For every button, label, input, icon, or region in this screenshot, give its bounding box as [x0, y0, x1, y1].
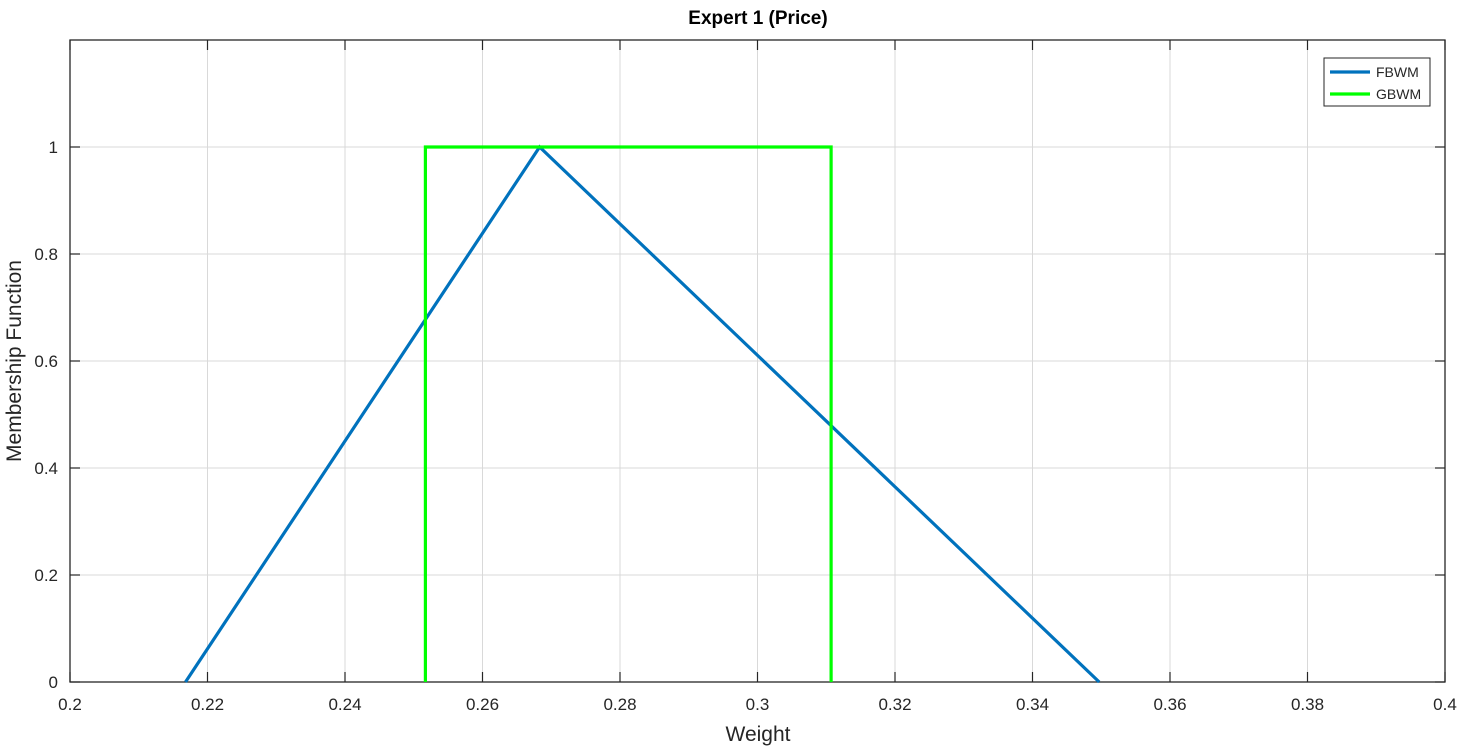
grid [70, 40, 1445, 682]
x-tick-label: 0.24 [328, 695, 361, 714]
y-tick-label: 0.4 [34, 459, 58, 478]
y-tick-label: 0.6 [34, 352, 58, 371]
legend-box [1323, 57, 1431, 107]
x-tick-label: 0.38 [1291, 695, 1324, 714]
x-tick-label: 0.2 [58, 695, 82, 714]
series-line-gbwm [423, 145, 833, 682]
legend-label: FBWM [1376, 64, 1419, 80]
chart-title: Expert 1 (Price) [688, 8, 827, 29]
y-tick-labels: 0 0.2 0.4 0.6 0.8 1 [34, 138, 58, 692]
y-axis-label: Membership Function [3, 260, 26, 462]
series-line-fbwm [184, 144, 1101, 684]
y-tick-label: 0.8 [34, 245, 58, 264]
x-tick-label: 0.22 [191, 695, 224, 714]
legend-label: GBWM [1376, 86, 1421, 102]
y-tick-label: 0 [49, 673, 58, 692]
legend: FBWM GBWM [1323, 57, 1431, 107]
y-tick-label: 1 [49, 138, 58, 157]
x-tick-label: 0.36 [1153, 695, 1186, 714]
x-tick-labels: 0.2 0.22 0.24 0.26 0.28 0.3 0.32 0.34 0.36 0.38 0.… [58, 695, 1457, 714]
tick-marks [69, 40, 1446, 683]
x-tick-label: 0.28 [603, 695, 636, 714]
series-lines [184, 144, 1101, 684]
x-tick-label: 0.3 [746, 695, 770, 714]
x-tick-label: 0.26 [466, 695, 499, 714]
x-tick-label: 0.32 [878, 695, 911, 714]
y-tick-label: 0.2 [34, 566, 58, 585]
x-tick-label: 0.4 [1433, 695, 1457, 714]
x-axis-label: Weight [726, 723, 791, 746]
x-tick-label: 0.34 [1016, 695, 1049, 714]
